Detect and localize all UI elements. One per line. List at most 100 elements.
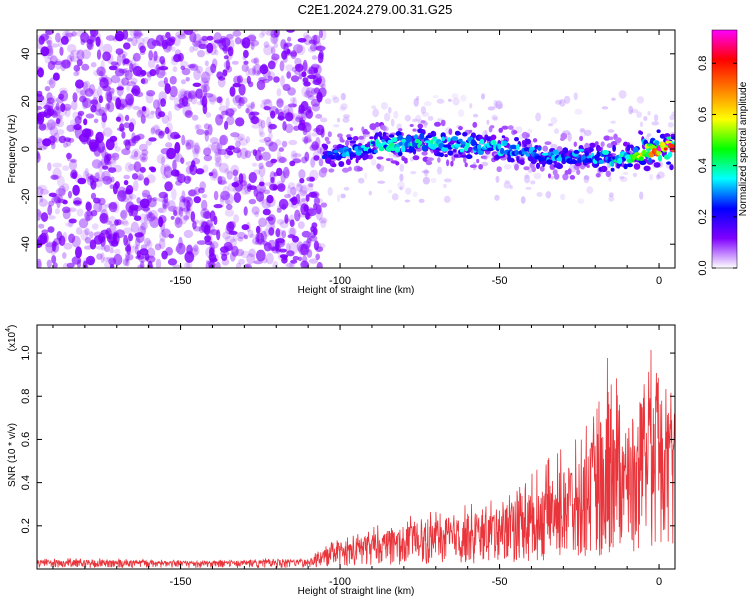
noise-blob: [102, 256, 111, 262]
signal-blob: [440, 132, 446, 139]
noise-blob: [93, 69, 103, 77]
signal-blob: [363, 147, 369, 152]
noise-blob: [255, 191, 265, 202]
noise-blob: [261, 30, 266, 37]
signal-blob: [465, 154, 473, 160]
noise-blob: [213, 204, 223, 209]
noise-blob: [196, 129, 205, 135]
noise-blob: [193, 244, 199, 252]
noise-blob: [255, 233, 260, 243]
noise-blob: [68, 159, 78, 171]
noise-blob: [291, 158, 302, 164]
noise-blob: [77, 177, 87, 185]
noise-blob: [86, 137, 92, 145]
noise-blob: [315, 253, 321, 261]
noise-blob: [457, 109, 465, 118]
noise-blob: [141, 156, 146, 161]
noise-blob: [250, 58, 258, 64]
signal-blob: [537, 146, 542, 151]
noise-blob: [297, 108, 305, 115]
signal-blob: [489, 125, 495, 129]
noise-blob: [301, 136, 312, 144]
noise-blob: [244, 189, 251, 195]
noise-blob: [105, 203, 113, 208]
noise-blob: [265, 197, 276, 208]
noise-blob: [236, 262, 242, 268]
noise-blob: [214, 49, 219, 56]
noise-blob: [246, 75, 251, 85]
noise-blob: [146, 71, 153, 78]
noise-blob: [154, 243, 162, 251]
noise-blob: [170, 215, 175, 220]
noise-blob: [202, 211, 212, 219]
noise-blob: [481, 161, 489, 167]
signal-blob: [497, 143, 502, 150]
noise-blob: [138, 213, 149, 224]
noise-blob: [63, 142, 69, 148]
noise-blob: [219, 134, 228, 146]
noise-blob: [232, 169, 239, 177]
noise-blob: [294, 64, 301, 70]
noise-blob: [224, 199, 231, 205]
noise-blob: [91, 159, 102, 169]
noise-blob: [79, 95, 87, 103]
noise-blob: [460, 94, 467, 102]
colorbar: 0.0 0.2 0.4 0.6 0.8 Normalized spectral ampl…: [697, 29, 749, 276]
noise-blob: [292, 157, 302, 164]
noise-blob: [244, 150, 252, 159]
noise-blob: [371, 105, 377, 109]
noise-blob: [115, 97, 122, 110]
noise-blob: [281, 203, 287, 211]
noise-blob: [160, 98, 167, 107]
noise-blob: [473, 113, 479, 118]
signal-blob: [464, 162, 468, 168]
noise-blob: [195, 168, 205, 175]
noise-blob: [231, 245, 239, 257]
noise-blob: [194, 186, 201, 196]
noise-blob: [270, 246, 276, 251]
noise-blob: [150, 127, 156, 135]
noise-blob: [76, 49, 85, 61]
noise-blob: [65, 32, 74, 38]
noise-blob: [224, 193, 234, 205]
colorbar-label: Normalized spectral amplitude: [738, 81, 749, 216]
noise-blob: [290, 150, 298, 160]
noise-blob: [302, 59, 308, 72]
spectrogram-xtick-label: -100: [329, 275, 351, 287]
signal-blob: [469, 164, 477, 168]
noise-blob: [143, 177, 150, 186]
noise-blob: [298, 169, 306, 180]
signal-blob: [544, 141, 552, 146]
noise-blob: [175, 216, 181, 225]
chart-title: C2E1.2024.279.00.31.G25: [297, 2, 453, 17]
noise-blob: [147, 211, 153, 219]
noise-blob: [231, 60, 239, 65]
noise-blob: [171, 46, 176, 52]
noise-blob: [70, 55, 80, 63]
noise-blob: [126, 37, 133, 42]
noise-blob: [50, 43, 60, 48]
noise-blob: [267, 60, 276, 70]
noise-blob: [52, 72, 60, 81]
noise-blob: [96, 253, 103, 260]
noise-blob: [221, 110, 229, 116]
noise-blob: [181, 79, 186, 85]
noise-blob: [289, 219, 295, 227]
noise-blob: [273, 76, 280, 83]
noise-blob: [92, 96, 98, 109]
noise-blob: [258, 181, 265, 187]
noise-blob: [145, 92, 154, 104]
noise-blob: [131, 148, 141, 161]
noise-blob: [112, 140, 118, 149]
noise-blob: [173, 151, 180, 162]
noise-blob: [303, 34, 313, 46]
noise-blob: [203, 92, 214, 98]
noise-blob: [56, 175, 65, 187]
noise-blob: [51, 195, 61, 204]
signal-blob: [367, 148, 373, 154]
noise-blob: [205, 246, 214, 258]
signal-blob: [358, 135, 365, 140]
noise-blob: [155, 63, 160, 76]
noise-blob: [259, 131, 265, 138]
noise-blob: [122, 220, 130, 227]
